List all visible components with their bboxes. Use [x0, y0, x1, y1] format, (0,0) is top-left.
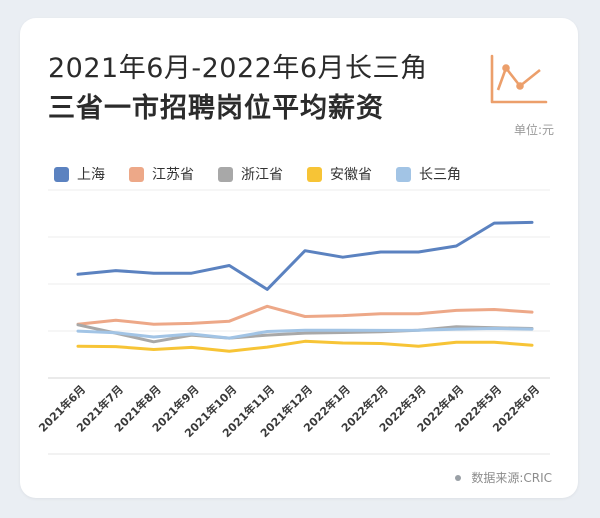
- series-line-4: [76, 327, 534, 340]
- line-chart: 2021年6月2021年7月2021年8月2021年9月2021年10月2021…: [36, 189, 550, 455]
- series-line-3: [76, 339, 534, 353]
- unit-label: 单位:元: [513, 123, 554, 137]
- source-note: 数据来源:CRIC: [455, 469, 552, 486]
- legend-item-4: 长三角: [396, 164, 461, 184]
- legend-item-0: 上海: [54, 164, 105, 184]
- bullet-icon: [455, 474, 462, 481]
- legend-swatch: [218, 166, 233, 182]
- legend-swatch: [307, 166, 322, 182]
- legend-label: 浙江省: [241, 167, 283, 183]
- legend-label: 江苏省: [152, 167, 194, 183]
- chart-title-line2: 三省一市招聘岗位平均薪资: [48, 93, 384, 124]
- series-line-1: [76, 304, 534, 326]
- series-line-2: [76, 323, 534, 344]
- chart-legend: 上海 江苏省 浙江省 安徽省 长三角: [54, 164, 485, 184]
- legend-swatch: [396, 166, 411, 182]
- series-line-0: [76, 220, 534, 291]
- legend-swatch: [54, 166, 69, 182]
- legend-label: 长三角: [419, 167, 461, 183]
- line-chart-icon: [490, 54, 548, 104]
- legend-label: 上海: [77, 167, 105, 183]
- legend-item-1: 江苏省: [129, 164, 194, 184]
- chart-title-line1: 2021年6月-2022年6月长三角: [48, 53, 428, 84]
- legend-label: 安徽省: [330, 167, 372, 183]
- chart-card: 2021年6月-2022年6月长三角 三省一市招聘岗位平均薪资 单位:元 上海 江…: [20, 18, 578, 498]
- legend-item-2: 浙江省: [218, 164, 283, 184]
- legend-item-3: 安徽省: [307, 164, 372, 184]
- source-text: 数据来源:CRIC: [471, 471, 552, 485]
- legend-swatch: [129, 166, 144, 182]
